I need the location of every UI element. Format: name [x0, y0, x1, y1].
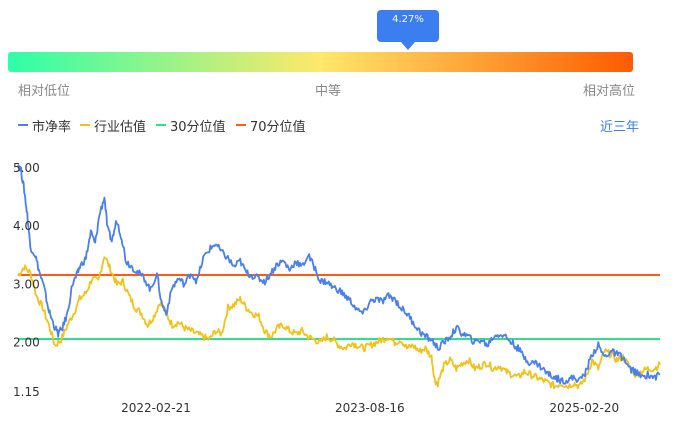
y-tick-label: 1.15: [13, 385, 40, 399]
y-tick-label: 3.00: [13, 277, 40, 291]
legend-label-industry: 行业估值: [94, 120, 147, 135]
series-line: [17, 164, 661, 385]
time-range-selector[interactable]: 近三年: [600, 120, 640, 135]
y-tick-label: 5.00: [13, 161, 40, 175]
valuation-gauge-bar: [8, 52, 633, 72]
gauge-pointer: 4.27%: [377, 10, 439, 50]
x-tick-label: 2025-02-20: [549, 401, 619, 415]
y-tick-label: 4.00: [13, 219, 40, 233]
x-tick-label: 2022-02-21: [121, 401, 191, 415]
series-line: [17, 256, 661, 390]
legend-swatch-industry: [80, 124, 90, 126]
gauge-high-label: 相对高位: [583, 84, 636, 99]
gauge-low-label: 相对低位: [18, 84, 71, 99]
legend-swatch-p70: [236, 124, 246, 126]
x-tick-label: 2023-08-16: [335, 401, 405, 415]
y-tick-label: 2.00: [13, 336, 40, 350]
legend-label-p30: 30分位值: [170, 120, 226, 135]
gauge-pointer-tip: [401, 42, 415, 50]
gauge-pointer-label: 4.27%: [377, 10, 439, 42]
legend-swatch-p30: [156, 124, 166, 126]
legend-label-p70: 70分位值: [250, 120, 306, 135]
legend-swatch-pb: [18, 124, 28, 126]
legend-label-pb: 市净率: [32, 120, 72, 135]
gauge-mid-label: 中等: [315, 84, 342, 99]
